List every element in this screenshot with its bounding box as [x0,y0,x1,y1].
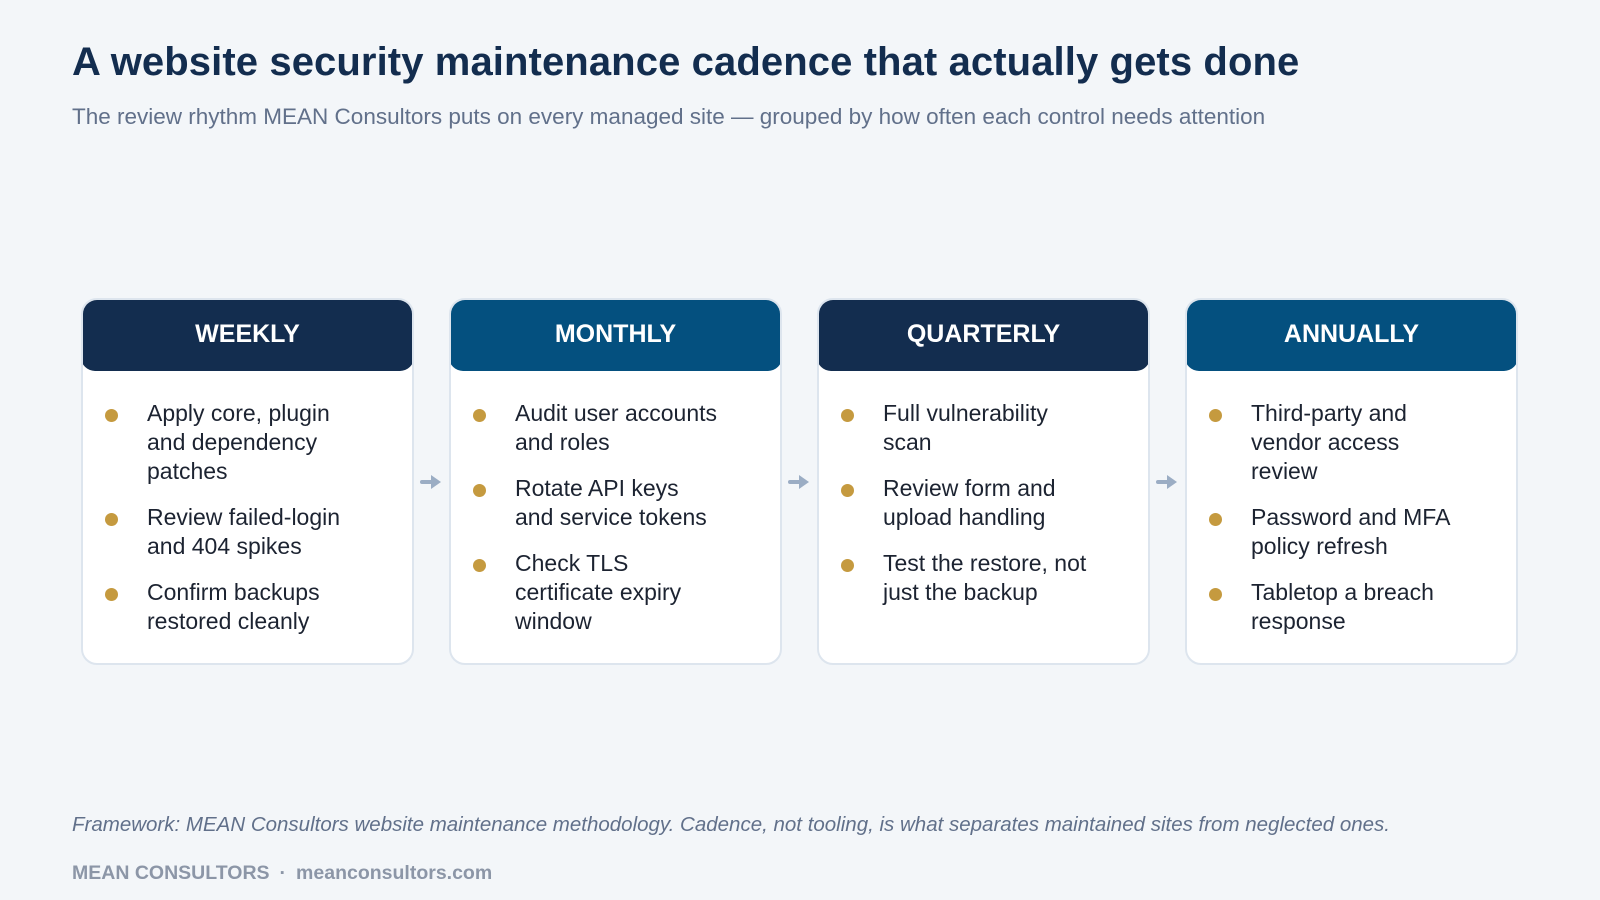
card-body: Third-party and vendor access review Pas… [1187,371,1516,653]
bullet-dot-icon [841,559,854,572]
arrow-right-icon [1150,298,1185,665]
card-body: Audit user accounts and roles Rotate API… [451,371,780,653]
list-item: Review form and upload handling [841,474,1128,532]
bullet-dot-icon [473,559,486,572]
list-item-text: Check TLS certificate expiry window [515,550,682,634]
list-item: Rotate API keys and service tokens [473,474,760,532]
list-item: Full vulnerability scan [841,399,1128,457]
card-monthly: MONTHLY Audit user accounts and roles Ro… [449,298,782,665]
bullet-dot-icon [105,409,118,422]
arrow-right-icon [414,298,449,665]
card-header-quarterly: QUARTERLY [819,300,1148,371]
card-quarterly: QUARTERLY Full vulnerability scan Review… [817,298,1150,665]
card-body: Full vulnerability scan Review form and … [819,371,1148,624]
bullet-dot-icon [841,484,854,497]
footnote: Framework: MEAN Consultors website maint… [72,813,1390,836]
bullet-dot-icon [105,513,118,526]
bullet-dot-icon [1209,409,1222,422]
list-item-text: Confirm backups restored cleanly [147,579,320,634]
brand-name: MEAN CONSULTORS [72,862,270,884]
list-item: Audit user accounts and roles [473,399,760,457]
bullet-dot-icon [473,484,486,497]
list-item: Password and MFA policy refresh [1209,503,1496,561]
page-subtitle: The review rhythm MEAN Consultors puts o… [72,104,1266,129]
bullet-dot-icon [473,409,486,422]
list-item-text: Password and MFA policy refresh [1251,504,1450,559]
bullet-dot-icon [1209,588,1222,601]
arrow-right-icon [782,298,817,665]
list-item: Review failed-login and 404 spikes [105,503,392,561]
card-annually: ANNUALLY Third-party and vendor access r… [1185,298,1518,665]
footer-separator: · [279,862,287,884]
bullet-dot-icon [1209,513,1222,526]
bullet-dot-icon [105,588,118,601]
website-link[interactable]: meanconsultors.com [296,862,493,884]
list-item: Confirm backups restored cleanly [105,578,392,636]
bullet-dot-icon [841,409,854,422]
list-item-text: Tabletop a breach response [1251,579,1434,634]
card-header-monthly: MONTHLY [451,300,780,371]
list-item-text: Rotate API keys and service tokens [515,475,707,530]
list-item: Apply core, plugin and dependency patche… [105,399,392,486]
list-item: Tabletop a breach response [1209,578,1496,636]
page-title: A website security maintenance cadence t… [72,40,1300,84]
list-item-text: Audit user accounts and roles [515,400,718,455]
list-item-text: Third-party and vendor access review [1251,400,1407,484]
list-item: Check TLS certificate expiry window [473,549,760,636]
list-item-text: Full vulnerability scan [883,400,1048,455]
list-item: Test the restore, not just the backup [841,549,1128,607]
list-item-text: Review failed-login and 404 spikes [147,504,341,559]
list-item-text: Apply core, plugin and dependency patche… [147,400,330,484]
list-item-text: Test the restore, not just the backup [883,550,1087,605]
footer: MEAN CONSULTORS · meanconsultors.com [72,862,492,885]
card-body: Apply core, plugin and dependency patche… [83,371,412,653]
card-header-annually: ANNUALLY [1187,300,1516,371]
list-item-text: Review form and upload handling [883,475,1056,530]
card-weekly: WEEKLY Apply core, plugin and dependency… [81,298,414,665]
cadence-flow: WEEKLY Apply core, plugin and dependency… [81,298,1518,665]
list-item: Third-party and vendor access review [1209,399,1496,486]
card-header-weekly: WEEKLY [83,300,412,371]
